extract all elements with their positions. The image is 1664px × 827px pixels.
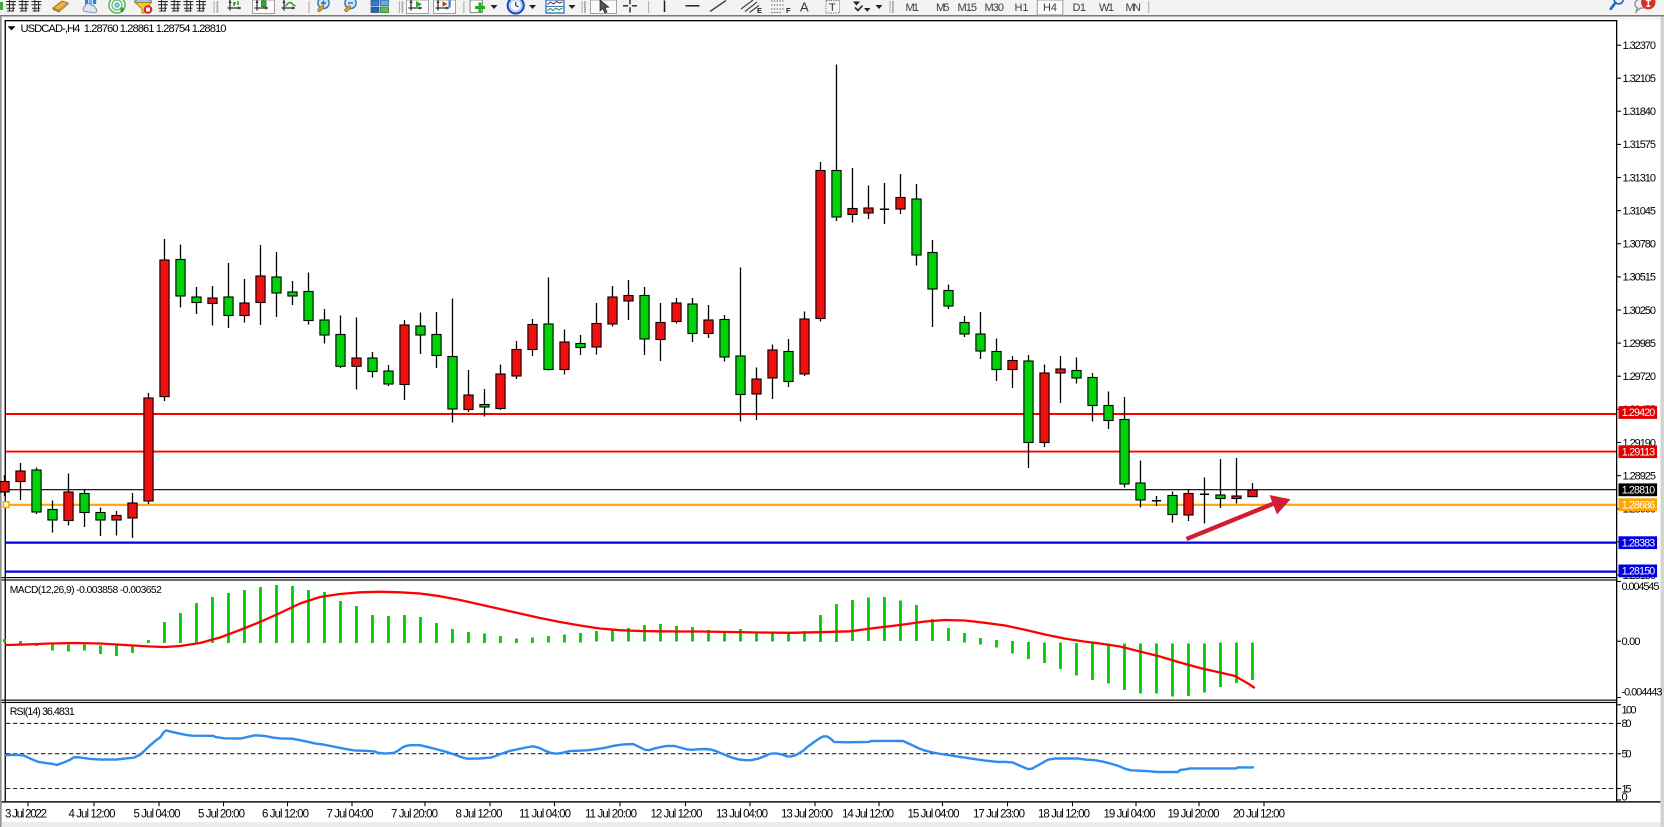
svg-text:1.31310: 1.31310	[1623, 172, 1657, 184]
svg-text:MN: MN	[1126, 2, 1142, 14]
svg-text:1.31575: 1.31575	[1623, 139, 1657, 151]
svg-text:1.28810: 1.28810	[1622, 485, 1656, 497]
svg-text:-0.004443: -0.004443	[1622, 686, 1663, 698]
svg-text:4 Jul 12:00: 4 Jul 12:00	[69, 809, 116, 821]
svg-text:7 Jul 04:00: 7 Jul 04:00	[327, 809, 374, 821]
svg-text:50: 50	[1622, 749, 1632, 761]
svg-text:3 Jul 2022: 3 Jul 2022	[5, 809, 47, 821]
svg-text:1.30250: 1.30250	[1623, 305, 1657, 317]
svg-text:1.32105: 1.32105	[1623, 73, 1657, 85]
svg-text:0.004545: 0.004545	[1622, 581, 1660, 593]
svg-text:M1: M1	[906, 2, 920, 14]
svg-text:D1: D1	[1073, 2, 1087, 14]
svg-text:1.29420: 1.29420	[1622, 407, 1656, 419]
svg-text:1.30515: 1.30515	[1623, 272, 1657, 284]
svg-text:H4: H4	[1043, 2, 1057, 14]
svg-text:1.29113: 1.29113	[1622, 446, 1656, 458]
svg-text:1.32370: 1.32370	[1623, 40, 1657, 52]
svg-text:0.00: 0.00	[1622, 636, 1641, 648]
svg-text:1.30780: 1.30780	[1623, 239, 1657, 251]
svg-text:RSI(14) 36.4831: RSI(14) 36.4831	[10, 706, 75, 718]
svg-text:19 Jul 20:00: 19 Jul 20:00	[1168, 809, 1220, 821]
svg-text:5 Jul 04:00: 5 Jul 04:00	[134, 809, 181, 821]
svg-text:18 Jul 12:00: 18 Jul 12:00	[1038, 809, 1090, 821]
svg-text:1.29985: 1.29985	[1623, 338, 1657, 350]
svg-text:USDCAD-,H4 1.28760 1.28861 1.: USDCAD-,H4 1.28760 1.28861 1.28754 1.288…	[21, 23, 227, 35]
svg-text:1.28925: 1.28925	[1623, 470, 1657, 482]
svg-text:H1: H1	[1015, 2, 1029, 14]
svg-text:100: 100	[1622, 704, 1637, 716]
svg-text:11 Jul 04:00: 11 Jul 04:00	[519, 809, 571, 821]
svg-text:8 Jul 12:00: 8 Jul 12:00	[456, 809, 503, 821]
svg-text:20 Jul 12:00: 20 Jul 12:00	[1233, 809, 1285, 821]
svg-text:13 Jul 04:00: 13 Jul 04:00	[716, 809, 768, 821]
svg-text:W1: W1	[1099, 2, 1114, 14]
svg-text:M15: M15	[958, 2, 978, 14]
svg-text:T: T	[829, 2, 836, 14]
svg-text:F: F	[786, 6, 791, 15]
svg-text:1.28150: 1.28150	[1622, 566, 1656, 578]
svg-text:MACD(12,26,9) -0.003858 -0.003: MACD(12,26,9) -0.003858 -0.003652	[10, 585, 162, 596]
svg-text:5 Jul 20:00: 5 Jul 20:00	[198, 809, 245, 821]
svg-text:1.28686: 1.28686	[1622, 499, 1656, 511]
svg-text:14 Jul 12:00: 14 Jul 12:00	[842, 809, 894, 821]
svg-text:17 Jul 23:00: 17 Jul 23:00	[973, 809, 1025, 821]
svg-text:1.29720: 1.29720	[1623, 371, 1657, 383]
svg-text:11 Jul 20:00: 11 Jul 20:00	[585, 809, 637, 821]
svg-text:6 Jul 12:00: 6 Jul 12:00	[262, 809, 309, 821]
svg-text:15: 15	[1622, 783, 1632, 795]
svg-text:13 Jul 20:00: 13 Jul 20:00	[781, 809, 833, 821]
svg-text:7 Jul 20:00: 7 Jul 20:00	[391, 809, 438, 821]
svg-text:M5: M5	[936, 2, 950, 14]
svg-text:15 Jul 04:00: 15 Jul 04:00	[908, 809, 960, 821]
svg-text:1.31045: 1.31045	[1623, 205, 1657, 217]
svg-text:19 Jul 04:00: 19 Jul 04:00	[1104, 809, 1156, 821]
svg-text:E: E	[757, 6, 762, 15]
svg-text:0: 0	[1622, 792, 1628, 804]
svg-text:A: A	[800, 0, 809, 15]
svg-text:M30: M30	[985, 2, 1005, 14]
svg-text:80: 80	[1622, 718, 1632, 730]
svg-text:1.31840: 1.31840	[1623, 106, 1657, 118]
svg-text:1.28383: 1.28383	[1622, 537, 1656, 549]
svg-text:12 Jul 12:00: 12 Jul 12:00	[651, 809, 703, 821]
